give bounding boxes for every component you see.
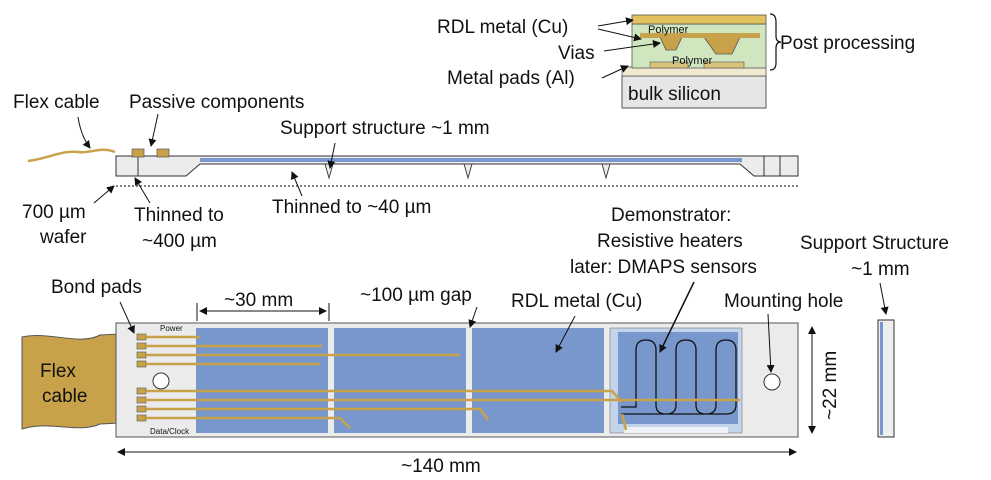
thinned-400-line2: ~400 µm (142, 231, 217, 252)
power-label: Power (160, 324, 183, 333)
gap-pointer (468, 306, 478, 328)
pad-left (649, 61, 689, 69)
support-gap-bar (624, 427, 728, 433)
support-pointer (327, 142, 336, 169)
wafer-label-line1: 700 µm (22, 202, 86, 223)
metal-pads-pointer (601, 65, 629, 79)
support-notch-3 (601, 163, 611, 180)
flex-cable-top-line1: Flex (40, 361, 76, 382)
thinned-40-pointer (291, 171, 303, 197)
gap-label: ~100 µm gap (360, 285, 472, 306)
flex-cable-top-line2: cable (42, 386, 87, 407)
support-structure-pointer (879, 282, 889, 315)
rdl-metal-label: RDL metal (Cu) (437, 17, 568, 38)
passive-components-label: Passive components (129, 92, 304, 113)
metal-pads-label: Metal pads (Al) (447, 68, 575, 89)
side-view: Flex cable Passive components Support st… (13, 92, 799, 252)
mounting-hole-label: Mounting hole (724, 291, 843, 312)
demonstrator-line2: Resistive heaters (597, 231, 743, 252)
support-structure-rdl (880, 322, 883, 435)
bond-pad (136, 405, 147, 413)
cross-section: Polymer Polymer bulk silicon RDL metal (… (437, 13, 915, 109)
rdl-metal-mid (640, 33, 760, 38)
length-140mm-label: ~140 mm (401, 456, 481, 477)
resistive-heater (621, 339, 737, 415)
top-view: Flex cable (21, 205, 949, 477)
rdl-pointer-2 (597, 28, 642, 42)
width-30mm-label: ~30 mm (224, 290, 293, 311)
bond-pad (136, 351, 147, 359)
demonstrator-line3: later: DMAPS sensors (570, 257, 757, 278)
thinned-400-pointer (134, 177, 151, 204)
flex-cable-label: Flex cable (13, 92, 100, 113)
mounting-hole-pointer (766, 313, 775, 373)
thinned-400-line1: Thinned to (134, 205, 224, 226)
mounting-hole-left (152, 372, 170, 390)
mounting-hole-right (763, 373, 781, 391)
rdl-pointer-1 (597, 17, 634, 27)
height-22mm-label: ~22 mm (820, 351, 841, 420)
support-structure-label: Support structure ~1 mm (280, 118, 490, 139)
trace (146, 416, 351, 429)
support-notch-2 (463, 163, 473, 180)
wafer-label-line2: wafer (39, 227, 87, 248)
thinned-40-label: Thinned to ~40 µm (272, 197, 431, 218)
demonstrator-line1: Demonstrator: (611, 205, 731, 226)
rdl-region-3 (472, 328, 604, 433)
post-processing-brace (769, 13, 782, 71)
passive-component-2 (156, 148, 170, 158)
demonstrator-pointer (659, 281, 695, 353)
vias-label: Vias (558, 43, 595, 64)
bond-pads-label: Bond pads (51, 277, 142, 298)
passive-pointer (148, 113, 159, 147)
bulk-silicon-label: bulk silicon (628, 84, 721, 105)
polymer-label-top: Polymer (648, 24, 689, 36)
wafer-pointer (93, 185, 115, 204)
support-structure-top-line1: Support Structure (800, 233, 949, 254)
bond-pads-pointer (119, 301, 135, 334)
trace (620, 413, 628, 431)
bond-pad (136, 387, 147, 395)
vias-pointer-1 (603, 40, 661, 52)
rdl-region-2 (334, 328, 466, 433)
pad-right (703, 61, 745, 69)
support-notch-1 (324, 163, 334, 180)
bond-pad (136, 414, 147, 422)
bond-pad (136, 333, 147, 341)
bond-pad (136, 360, 147, 368)
flex-cable-wire (27, 148, 116, 163)
rdl-metal-top-pointer (555, 315, 576, 353)
passive-component-1 (131, 148, 145, 158)
bond-pads (136, 333, 147, 422)
bond-pad (136, 396, 147, 404)
polymer-label-bottom: Polymer (672, 55, 713, 67)
rdl-metal-top (631, 14, 767, 25)
trace (146, 407, 490, 421)
demonstrator-inner (618, 332, 738, 424)
bond-pad (136, 342, 147, 350)
support-structure-top-line2: ~1 mm (851, 259, 910, 280)
bulk-silicon (621, 75, 767, 109)
trace (146, 389, 623, 403)
post-processing-label: Post processing (780, 33, 915, 54)
flex-cable-pointer (77, 116, 91, 149)
rdl-metal-top-label: RDL metal (Cu) (511, 291, 642, 312)
traces (146, 335, 740, 431)
data-clock-label: Data/Clock (150, 427, 190, 436)
